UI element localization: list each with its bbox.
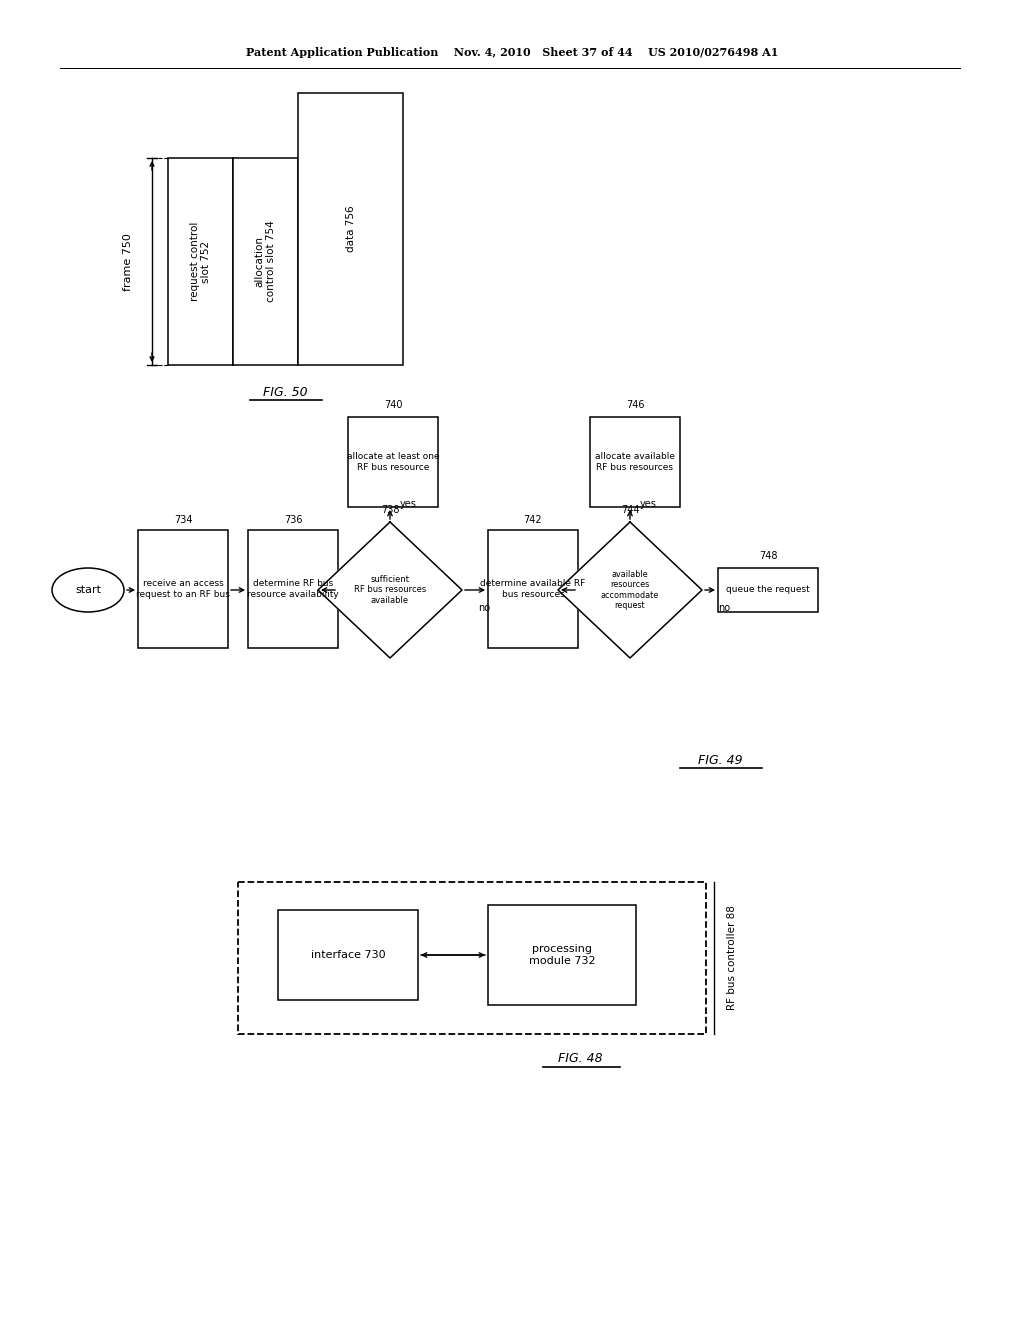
Text: 736: 736 xyxy=(284,515,302,525)
Text: Patent Application Publication    Nov. 4, 2010   Sheet 37 of 44    US 2010/02764: Patent Application Publication Nov. 4, 2… xyxy=(246,46,778,58)
Bar xyxy=(168,158,233,366)
Text: yes: yes xyxy=(399,499,417,510)
Bar xyxy=(590,417,680,507)
Text: yes: yes xyxy=(640,499,656,510)
Text: receive an access
request to an RF bus: receive an access request to an RF bus xyxy=(136,579,230,599)
Text: request control
slot 752: request control slot 752 xyxy=(189,222,211,301)
Ellipse shape xyxy=(52,568,124,612)
Text: 740: 740 xyxy=(384,400,402,411)
Text: FIG. 50: FIG. 50 xyxy=(263,387,307,400)
Text: data 756: data 756 xyxy=(345,206,355,252)
Text: determine RF bus
resource availability: determine RF bus resource availability xyxy=(247,579,339,599)
Text: 744: 744 xyxy=(621,506,639,515)
Text: FIG. 48: FIG. 48 xyxy=(558,1052,602,1064)
Bar xyxy=(488,906,636,1005)
Text: 748: 748 xyxy=(759,550,777,561)
Text: determine available RF
bus resources: determine available RF bus resources xyxy=(480,579,586,599)
Text: no: no xyxy=(718,603,730,612)
Text: sufficient
RF bus resources
available: sufficient RF bus resources available xyxy=(354,576,426,605)
Bar xyxy=(138,531,228,648)
Bar xyxy=(278,909,418,1001)
Text: RF bus controller 88: RF bus controller 88 xyxy=(727,906,737,1010)
Text: processing
module 732: processing module 732 xyxy=(528,944,595,966)
Bar xyxy=(248,531,338,648)
Text: frame 750: frame 750 xyxy=(123,234,133,290)
Bar xyxy=(488,531,578,648)
Text: start: start xyxy=(75,585,101,595)
Text: allocate available
RF bus resources: allocate available RF bus resources xyxy=(595,453,675,471)
Text: 734: 734 xyxy=(174,515,193,525)
Bar xyxy=(348,417,438,507)
Bar xyxy=(298,92,403,366)
Text: 742: 742 xyxy=(523,515,543,525)
Text: 738: 738 xyxy=(381,506,399,515)
Text: 746: 746 xyxy=(626,400,644,411)
Text: allocate at least one
RF bus resource: allocate at least one RF bus resource xyxy=(347,453,439,471)
Bar xyxy=(718,568,818,612)
Text: queue the request: queue the request xyxy=(726,586,810,594)
Polygon shape xyxy=(318,521,462,657)
Text: interface 730: interface 730 xyxy=(310,950,385,960)
Text: allocation
control slot 754: allocation control slot 754 xyxy=(255,220,276,302)
Text: no: no xyxy=(478,603,490,612)
Text: available
resources
accommodate
request: available resources accommodate request xyxy=(601,570,659,610)
Bar xyxy=(238,882,706,1034)
Polygon shape xyxy=(558,521,702,657)
Text: FIG. 49: FIG. 49 xyxy=(697,754,742,767)
Bar xyxy=(233,158,298,366)
